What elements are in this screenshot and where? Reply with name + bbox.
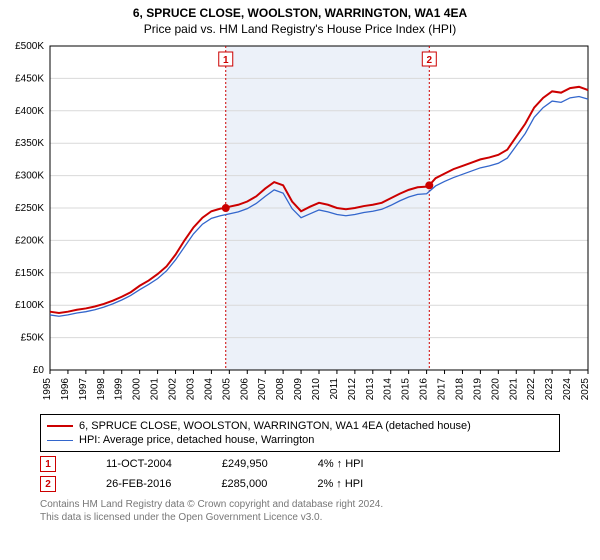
sale-date: 11-OCT-2004 [106, 458, 172, 470]
sale-row: 2 26-FEB-2016 £285,000 2% ↑ HPI [40, 476, 560, 492]
svg-text:2010: 2010 [311, 378, 322, 401]
legend-label: 6, SPRUCE CLOSE, WOOLSTON, WARRINGTON, W… [79, 420, 471, 432]
svg-text:2017: 2017 [437, 378, 448, 401]
svg-text:1: 1 [223, 55, 229, 66]
svg-text:£50K: £50K [21, 333, 45, 344]
legend-swatch [47, 440, 73, 441]
svg-text:2005: 2005 [221, 378, 232, 401]
svg-text:2000: 2000 [132, 378, 143, 401]
sale-delta: 2% ↑ HPI [317, 478, 363, 490]
svg-text:1999: 1999 [114, 378, 125, 401]
svg-text:2022: 2022 [526, 378, 537, 401]
chart-title: 6, SPRUCE CLOSE, WOOLSTON, WARRINGTON, W… [0, 0, 600, 20]
footer-line: Contains HM Land Registry data © Crown c… [40, 498, 560, 511]
svg-text:2006: 2006 [239, 378, 250, 401]
chart-plot-area: £0 £50K £100K £150K £200K £250K £300K £350K £400… [0, 40, 600, 410]
svg-text:2020: 2020 [490, 378, 501, 401]
svg-text:2004: 2004 [203, 378, 214, 401]
svg-text:2003: 2003 [185, 378, 196, 401]
svg-text:2014: 2014 [383, 378, 394, 401]
svg-text:£500K: £500K [15, 41, 44, 52]
svg-text:£350K: £350K [15, 138, 44, 149]
svg-text:2001: 2001 [150, 378, 161, 401]
legend-label: HPI: Average price, detached house, Warr… [79, 434, 314, 446]
svg-text:2008: 2008 [275, 378, 286, 401]
chart-container: 6, SPRUCE CLOSE, WOOLSTON, WARRINGTON, W… [0, 0, 600, 560]
line-chart-svg: £0 £50K £100K £150K £200K £250K £300K £350K £400… [0, 40, 600, 410]
sale-price: £285,000 [221, 478, 267, 490]
legend-item: 6, SPRUCE CLOSE, WOOLSTON, WARRINGTON, W… [47, 419, 553, 433]
svg-text:1998: 1998 [96, 378, 107, 401]
sale-marker-icon: 2 [40, 476, 56, 492]
svg-text:1997: 1997 [78, 378, 89, 401]
svg-text:2: 2 [427, 55, 433, 66]
svg-text:2023: 2023 [544, 378, 555, 401]
svg-text:2024: 2024 [562, 378, 573, 401]
svg-text:2009: 2009 [293, 378, 304, 401]
svg-text:2018: 2018 [454, 378, 465, 401]
footer-line: This data is licensed under the Open Gov… [40, 511, 560, 524]
svg-text:2012: 2012 [347, 378, 358, 401]
svg-text:2019: 2019 [472, 378, 483, 401]
svg-text:£300K: £300K [15, 171, 44, 182]
svg-text:£250K: £250K [15, 203, 44, 214]
svg-text:£150K: £150K [15, 268, 44, 279]
chart-subtitle: Price paid vs. HM Land Registry's House … [0, 20, 600, 40]
legend-item: HPI: Average price, detached house, Warr… [47, 433, 553, 447]
svg-text:£450K: £450K [15, 73, 44, 84]
sale-row: 1 11-OCT-2004 £249,950 4% ↑ HPI [40, 456, 560, 472]
legend-swatch [47, 425, 73, 427]
svg-text:£0: £0 [33, 365, 45, 376]
sale-date: 26-FEB-2016 [106, 478, 171, 490]
svg-text:1996: 1996 [60, 378, 71, 401]
svg-text:2016: 2016 [419, 378, 430, 401]
svg-text:2021: 2021 [508, 378, 519, 401]
svg-text:2007: 2007 [257, 378, 268, 401]
svg-text:1995: 1995 [42, 378, 53, 401]
sale-marker-icon: 1 [40, 456, 56, 472]
svg-text:2015: 2015 [401, 378, 412, 401]
svg-text:£100K: £100K [15, 300, 44, 311]
sale-delta: 4% ↑ HPI [318, 458, 364, 470]
svg-text:2025: 2025 [580, 378, 591, 401]
footer-attribution: Contains HM Land Registry data © Crown c… [40, 498, 560, 524]
sale-price: £249,950 [222, 458, 268, 470]
svg-text:2002: 2002 [168, 378, 179, 401]
legend-box: 6, SPRUCE CLOSE, WOOLSTON, WARRINGTON, W… [40, 414, 560, 452]
svg-text:£400K: £400K [15, 106, 44, 117]
svg-text:£200K: £200K [15, 235, 44, 246]
svg-text:2011: 2011 [329, 378, 340, 400]
svg-text:2013: 2013 [365, 378, 376, 401]
